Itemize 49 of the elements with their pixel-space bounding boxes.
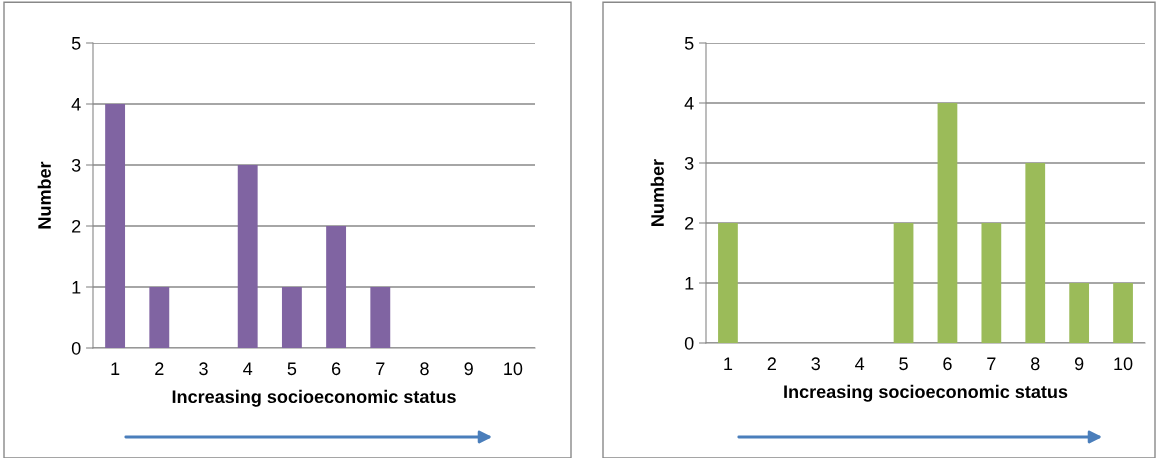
bar xyxy=(1069,283,1090,343)
bar xyxy=(105,104,126,348)
y-tick-label: 2 xyxy=(72,219,81,233)
bar xyxy=(981,223,1002,343)
y-tick-label: 0 xyxy=(684,336,694,350)
y-tick-label: 2 xyxy=(685,216,694,230)
x-tick-label: 2 xyxy=(155,362,164,375)
x-tick-label: 4 xyxy=(855,357,865,370)
x-tick-label: 10 xyxy=(504,362,523,376)
y-tick-label: 5 xyxy=(71,37,81,50)
x-tick-label: 9 xyxy=(1074,357,1084,371)
bar xyxy=(893,223,914,343)
x-axis-title: Increasing socioeconomic status xyxy=(784,384,1068,402)
bar xyxy=(370,287,391,348)
x-tick-label: 6 xyxy=(332,362,341,376)
x-tick-label: 10 xyxy=(1114,357,1133,371)
x-tick-label: 8 xyxy=(1031,357,1040,371)
bar xyxy=(149,287,170,348)
x-tick-label: 5 xyxy=(899,357,908,371)
y-axis-title: Number xyxy=(650,159,664,226)
y-tick-label: 0 xyxy=(71,341,81,355)
x-tick-label: 7 xyxy=(376,362,385,375)
y-tick-label: 1 xyxy=(72,281,81,294)
y-tick-label: 1 xyxy=(685,277,694,290)
bar xyxy=(237,165,258,348)
x-tick-label: 6 xyxy=(943,357,952,371)
y-tick-label: 4 xyxy=(71,98,81,111)
bar xyxy=(281,287,302,348)
bar xyxy=(937,103,958,343)
bar xyxy=(1113,283,1133,343)
y-tick-label: 3 xyxy=(684,156,694,170)
y-tick-label: 3 xyxy=(71,158,81,172)
x-tick-label: 3 xyxy=(811,357,820,371)
bar xyxy=(326,226,347,348)
x-tick-label: 9 xyxy=(464,362,473,376)
y-axis-title: Number xyxy=(37,161,51,229)
y-tick-label: 5 xyxy=(684,37,694,50)
x-tick-label: 1 xyxy=(111,362,120,375)
bar xyxy=(1025,163,1046,343)
x-tick-label: 5 xyxy=(287,362,297,376)
x-tick-label: 4 xyxy=(243,362,253,375)
x-axis-title: Increasing socioeconomic status xyxy=(172,389,456,407)
x-tick-label: 3 xyxy=(199,362,208,376)
x-tick-label: 7 xyxy=(987,357,996,370)
x-tick-label: 2 xyxy=(767,357,776,370)
y-tick-label: 4 xyxy=(684,97,694,110)
bar xyxy=(718,223,738,343)
x-tick-label: 8 xyxy=(420,362,429,376)
x-tick-label: 1 xyxy=(724,357,733,370)
